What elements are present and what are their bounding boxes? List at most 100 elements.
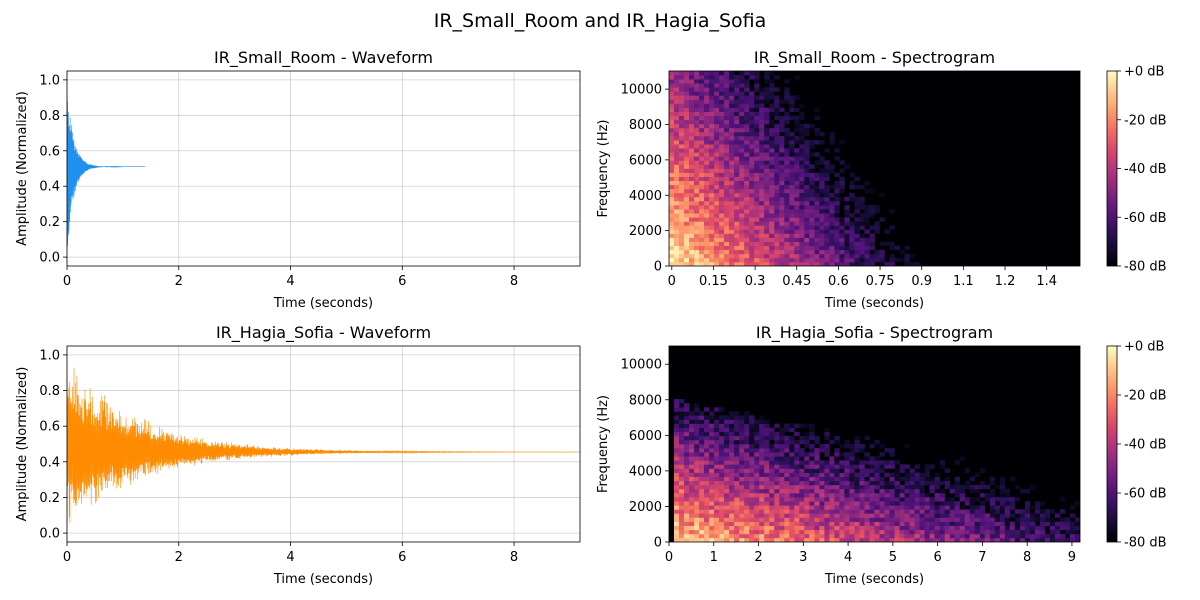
spectrogram-cell [794,160,800,165]
spectrogram-cell [739,241,745,246]
spectrogram-cell [719,241,725,246]
spectrogram-cell [989,501,996,506]
spectrogram-cell [704,136,710,141]
spectrogram-cell [709,136,715,141]
spectrogram-cell [864,505,870,510]
spectrogram-cell [779,148,785,153]
spectrogram-cell [839,497,845,502]
spectrogram-cell [954,476,960,482]
spectrogram-cell [899,493,905,498]
spectrogram-cell [679,192,685,198]
spectrogram-cell [684,75,690,80]
spectrogram-cell [789,221,795,226]
spectrogram-cell [684,176,690,181]
spectrogram-cell [704,460,710,465]
spectrogram-cell [1019,488,1026,494]
spectrogram-cell [769,176,775,181]
spectrogram-cell [764,444,770,449]
spectrogram-cell [1014,533,1021,539]
spectrogram-cell [784,225,790,230]
spectrogram-cell [709,249,715,255]
spectrogram-cell [814,213,820,218]
spectrogram-cell [859,444,865,449]
spectrogram-cell [744,71,750,76]
y-tick-label: 0.4 [39,455,60,470]
spectrogram-cell [759,529,765,535]
spectrogram-cell [834,480,840,486]
spectrogram-cell [689,415,695,420]
spectrogram-cell [854,209,860,214]
spectrogram-cell [759,127,765,133]
spectrogram-cell [854,205,860,210]
spectrogram-cell [994,525,1001,531]
spectrogram-cell [914,261,920,266]
spectrogram-cell [749,107,755,112]
spectrogram-cell [784,537,790,542]
spectrogram-cell [714,217,720,222]
spectrogram-cell [734,103,740,108]
spectrogram-cell [819,505,825,510]
spectrogram-cell [789,196,795,202]
y-tick-label: 2000 [629,224,662,239]
spectrogram-cell [759,192,765,198]
spectrogram-cell [774,144,780,149]
spectrogram-cell [809,241,815,246]
spectrogram-cell [869,468,875,473]
spectrogram-cell [764,537,770,542]
spectrogram-cell [829,460,835,465]
x-axis-label: Time (seconds) [273,572,373,587]
spectrogram-cell [959,521,965,526]
spectrogram-cell [694,241,700,246]
spectrogram-cell [834,205,840,210]
spectrogram-cell [709,131,715,137]
spectrogram-cell [709,123,715,129]
spectrogram-cell [814,249,820,255]
spectrogram-cell [749,196,755,202]
spectrogram-cell [694,427,700,433]
spectrogram-cell [819,476,825,482]
spectrogram-cell [754,213,760,218]
spectrogram-cell [729,213,735,218]
spectrogram-cell [804,156,810,161]
spectrogram-cell [674,111,680,116]
spectrogram-cell [679,131,685,137]
spectrogram-cell [684,140,690,145]
spectrogram-cell [894,480,900,486]
spectrogram-cell [994,517,1001,522]
spectrogram-cell [679,529,685,535]
spectrogram-cell [689,213,695,218]
x-tick-label: 0.9 [911,274,932,289]
spectrogram-cell [724,525,730,531]
spectrogram-cell [704,517,710,522]
spectrogram-cell [764,423,770,428]
spectrogram-cell [894,484,900,490]
spectrogram-cell [829,257,835,263]
spectrogram-cell [694,176,700,181]
spectrogram-cell [1054,533,1061,539]
spectrogram-cell [844,196,850,202]
spectrogram-cell [744,423,750,428]
spectrogram-cell [739,517,745,522]
spectrogram-cell [674,533,680,539]
spectrogram-cell [794,444,800,449]
spectrogram-cell [774,460,780,465]
spectrogram-cell [759,168,765,173]
spectrogram-cell [684,172,690,177]
spectrogram-cell [754,123,760,129]
spectrogram-cell [669,119,675,125]
spectrogram-cell [824,261,830,266]
spectrogram-cell [714,472,720,477]
spectrogram-cell [709,233,715,238]
spectrogram-cell [909,472,915,477]
spectrogram-cell [929,533,935,539]
spectrogram-cell [734,99,740,104]
spectrogram-cell [829,505,835,510]
spectrogram-cell [694,127,700,133]
spectrogram-cell [764,91,770,96]
spectrogram-cell [694,245,700,251]
spectrogram-cell [814,525,820,531]
spectrogram-cell [689,249,695,255]
spectrogram-cell [809,184,815,190]
spectrogram-cell [764,521,770,526]
spectrogram-cell [774,75,780,80]
